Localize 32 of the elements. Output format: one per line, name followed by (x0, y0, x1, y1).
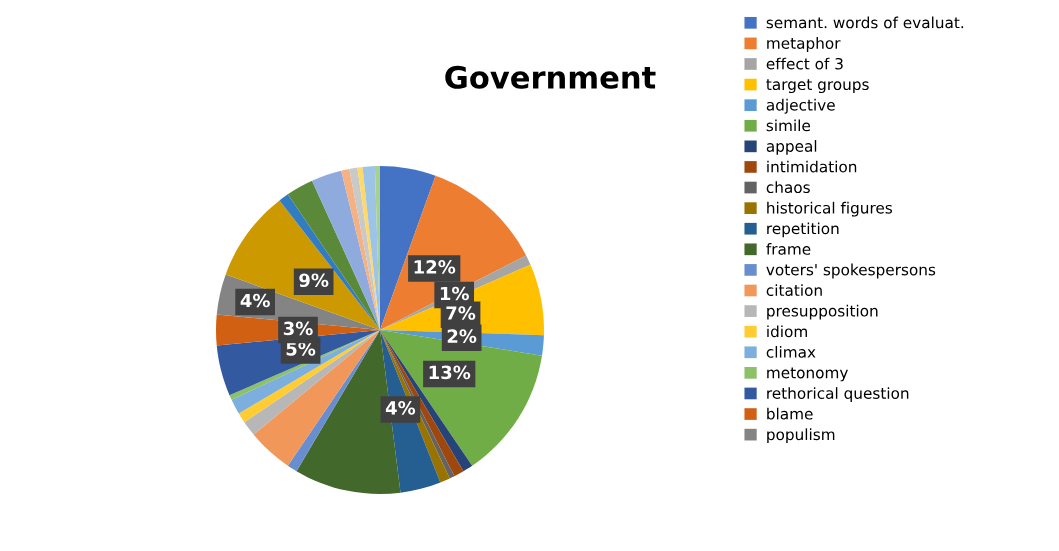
legend-label: metaphor (767, 37, 841, 52)
legend-label: repetition (767, 222, 839, 238)
legend-label: chaos (766, 181, 810, 194)
legend-label: blame (767, 407, 813, 420)
legend-label: climax (766, 345, 816, 358)
legend-label: semant. words of evaluat. (766, 16, 964, 29)
legend-label: target groups (766, 79, 869, 94)
legend-label: rethorical question (767, 387, 909, 402)
pie-slice (341, 168, 380, 330)
data-label: 9% (299, 273, 329, 288)
data-label: 12% (414, 260, 456, 274)
data-label: 3% (283, 321, 313, 336)
legend-label: frame (766, 243, 811, 255)
legend-label: historical figures (767, 201, 893, 217)
data-label: 4% (385, 401, 416, 415)
legend-label: simile (766, 119, 811, 132)
legend-label: presupposition (767, 304, 878, 320)
legend-label: intimidation (767, 160, 857, 173)
legend-label: idiom (767, 325, 807, 338)
legend-label: effect of 3 (766, 57, 843, 70)
legend-label: metonomy (767, 367, 848, 382)
legend-label: appeal (766, 140, 817, 155)
data-label: 7% (446, 306, 476, 320)
legend-label: citation (766, 284, 822, 297)
text: Government (445, 65, 656, 89)
data-label: 2% (447, 329, 477, 343)
legend-label: adjective (766, 98, 835, 114)
data-label: 1% (440, 286, 469, 301)
data-label: 13% (429, 365, 471, 380)
legend-label: voters' spokespersons (766, 263, 936, 279)
data-label: 4% (240, 293, 270, 308)
legend-label: populism (767, 428, 835, 444)
